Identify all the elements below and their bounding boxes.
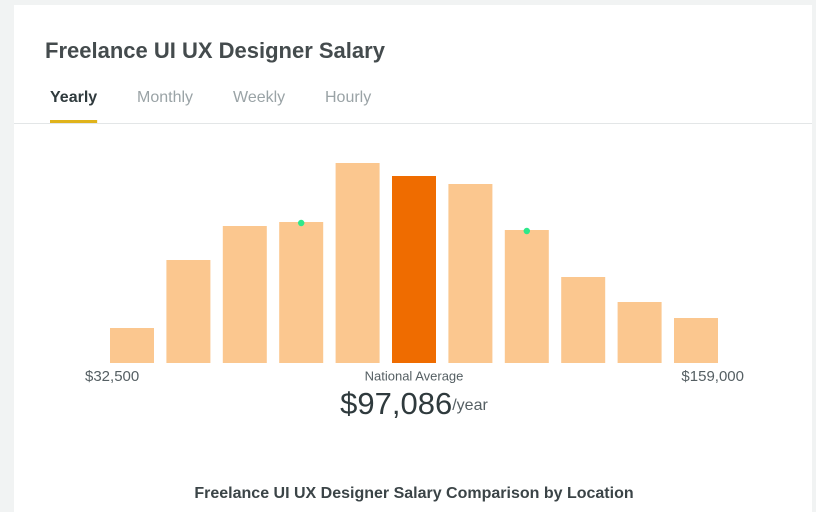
- marker-dot: [523, 227, 530, 235]
- bar: [166, 260, 211, 363]
- bar: [504, 230, 549, 363]
- bar: [617, 302, 662, 363]
- marker-dot: [298, 219, 305, 227]
- title: Freelance UI UX Designer Salary: [45, 38, 386, 63]
- tab[interactable]: Monthly: [137, 89, 193, 106]
- tab[interactable]: Yearly: [50, 89, 97, 106]
- bar: [335, 163, 380, 363]
- bar: [222, 226, 267, 363]
- average: $97,086/year: [340, 386, 488, 421]
- tab-bar: Yearly Monthly Weekly Hourly: [50, 89, 371, 123]
- bar: [674, 318, 718, 363]
- average-value: $97,086: [340, 386, 452, 421]
- bar: [448, 184, 493, 363]
- bar: [392, 176, 436, 363]
- bar: [561, 277, 606, 363]
- max-label: $159,000: [681, 368, 744, 385]
- min-label: $32,500: [85, 368, 139, 385]
- bar: [110, 328, 154, 363]
- bar: [279, 222, 324, 363]
- tab[interactable]: Hourly: [325, 89, 371, 106]
- tab-underline: [50, 120, 98, 123]
- average-unit: /year: [452, 397, 488, 414]
- tab[interactable]: Weekly: [233, 89, 285, 106]
- section-heading: Freelance UI UX Designer Salary Comparis…: [194, 485, 633, 502]
- average-caption: National Average: [365, 368, 464, 383]
- histogram: [110, 163, 718, 363]
